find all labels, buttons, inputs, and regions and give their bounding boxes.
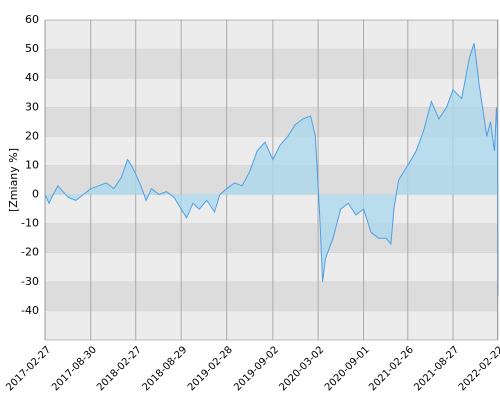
x-tick-label: 2019-02-28: [186, 344, 235, 393]
x-tick-label: 2017-08-30: [50, 344, 99, 393]
x-tick-label: 2020-03-02: [277, 344, 326, 393]
area: [45, 43, 498, 297]
grid-band: [45, 281, 498, 311]
x-tick-label: 2018-02-27: [95, 344, 144, 393]
y-tick-label: 0: [32, 188, 39, 201]
grid-band: [45, 107, 498, 137]
plot-border: [44, 19, 499, 341]
x-tick-label: 2018-08-29: [141, 344, 190, 393]
grid-band: [45, 20, 498, 50]
x-tick-label: 2021-08-27: [412, 344, 461, 393]
y-tick-label: -30: [21, 275, 39, 288]
x-tick-label: 2022-02-22: [457, 344, 500, 393]
y-tick-label: -10: [21, 217, 39, 230]
y-tick-label: 50: [25, 42, 39, 55]
y-tick-label: 30: [25, 100, 39, 113]
grid-band: [45, 194, 498, 224]
y-tick-label: -40: [21, 304, 39, 317]
y-tick-label: 10: [25, 158, 39, 171]
line: [44, 43, 499, 297]
grid-band: [45, 49, 498, 79]
grid-band: [45, 252, 498, 282]
grid-band: [45, 78, 498, 108]
x-tick-label: 2019-09-02: [232, 344, 281, 393]
y-tick-label: -20: [21, 246, 39, 259]
y-tick-label: 40: [25, 71, 39, 84]
x-tick-label: 2020-09-01: [323, 344, 372, 393]
y-tick-label: 20: [25, 129, 39, 142]
y-tick-label: 60: [25, 13, 39, 26]
grid-band: [45, 223, 498, 253]
grid-band: [45, 310, 498, 340]
x-tick-label: 2021-02-26: [367, 344, 416, 393]
y-axis-label: [Zmiany %]: [7, 148, 20, 212]
x-tick-label: 2017-02-27: [4, 344, 53, 393]
